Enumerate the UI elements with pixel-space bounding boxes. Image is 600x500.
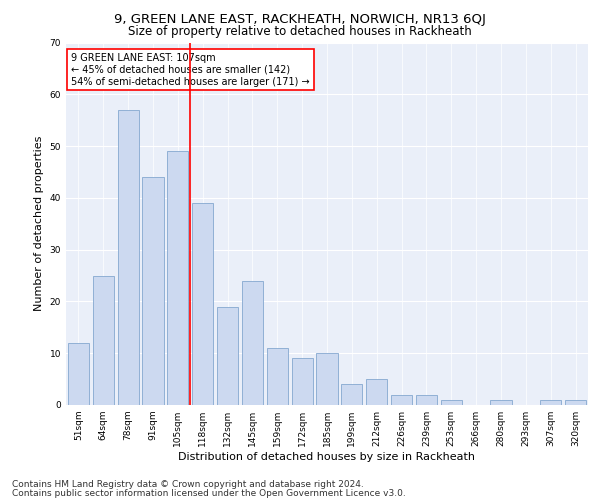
Bar [242, 280, 263, 405]
Y-axis label: Number of detached properties: Number of detached properties [34, 136, 44, 312]
Bar [192, 203, 213, 405]
Bar [565, 400, 586, 405]
Bar [316, 353, 338, 405]
Bar [540, 400, 561, 405]
Bar [341, 384, 362, 405]
Text: Contains HM Land Registry data © Crown copyright and database right 2024.: Contains HM Land Registry data © Crown c… [12, 480, 364, 489]
Bar [267, 348, 288, 405]
Bar [391, 394, 412, 405]
Bar [142, 177, 164, 405]
Text: 9, GREEN LANE EAST, RACKHEATH, NORWICH, NR13 6QJ: 9, GREEN LANE EAST, RACKHEATH, NORWICH, … [114, 12, 486, 26]
X-axis label: Distribution of detached houses by size in Rackheath: Distribution of detached houses by size … [179, 452, 476, 462]
Bar [68, 343, 89, 405]
Text: Contains public sector information licensed under the Open Government Licence v3: Contains public sector information licen… [12, 488, 406, 498]
Bar [366, 379, 387, 405]
Bar [93, 276, 114, 405]
Bar [292, 358, 313, 405]
Bar [167, 151, 188, 405]
Bar [490, 400, 512, 405]
Bar [217, 306, 238, 405]
Bar [416, 394, 437, 405]
Bar [441, 400, 462, 405]
Text: Size of property relative to detached houses in Rackheath: Size of property relative to detached ho… [128, 25, 472, 38]
Bar [118, 110, 139, 405]
Text: 9 GREEN LANE EAST: 107sqm
← 45% of detached houses are smaller (142)
54% of semi: 9 GREEN LANE EAST: 107sqm ← 45% of detac… [71, 54, 310, 86]
